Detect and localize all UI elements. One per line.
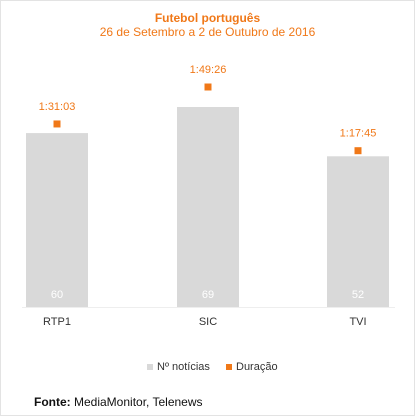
duration-marker-rtp1	[53, 120, 61, 128]
source-text: MediaMonitor, Telenews	[74, 395, 203, 409]
duration-label-rtp1: 1:31:03	[39, 101, 76, 113]
source-note: Fonte: MediaMonitor, Telenews	[34, 395, 203, 409]
bar-sic	[177, 107, 239, 307]
legend-label-duracao: Duração	[236, 361, 278, 373]
bar-value-label-sic: 69	[202, 289, 214, 301]
chart-subtitle: 26 de Setembro a 2 de Outubro de 2016	[99, 25, 316, 39]
legend-swatch-noticias	[147, 364, 153, 370]
legend-label-noticias: Nº notícias	[157, 361, 210, 373]
bar-value-label-tvi: 52	[352, 289, 364, 301]
duration-label-sic: 1:49:26	[190, 64, 227, 76]
chart-title: Futebol português	[154, 11, 261, 25]
duration-label-tvi: 1:17:45	[340, 128, 377, 140]
bar-value-label-rtp1: 60	[51, 289, 63, 301]
category-label-sic: SIC	[199, 316, 217, 328]
category-label-rtp1: RTP1	[43, 316, 71, 328]
duration-marker-tvi	[354, 147, 362, 155]
duration-marker-sic	[204, 83, 212, 91]
source-label: Fonte:	[34, 395, 71, 409]
category-label-tvi: TVI	[349, 316, 366, 328]
legend-swatch-duracao	[226, 364, 232, 370]
bar-rtp1	[26, 133, 88, 307]
bar-tvi	[327, 156, 389, 307]
